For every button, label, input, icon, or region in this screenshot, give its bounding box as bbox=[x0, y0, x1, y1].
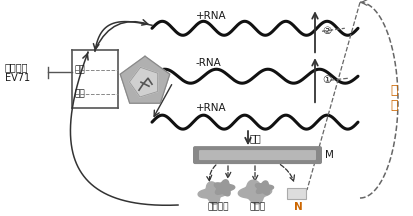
Text: EV71: EV71 bbox=[5, 73, 30, 83]
Text: 肠道病毒: 肠道病毒 bbox=[5, 62, 28, 72]
Text: ②: ② bbox=[321, 26, 330, 36]
Text: 翻译: 翻译 bbox=[249, 133, 261, 143]
Text: +RNA: +RNA bbox=[195, 11, 226, 21]
Text: ①: ① bbox=[321, 75, 330, 85]
Text: 催: 催 bbox=[389, 84, 397, 97]
Text: N: N bbox=[293, 202, 301, 212]
Polygon shape bbox=[129, 67, 157, 97]
Polygon shape bbox=[214, 180, 234, 196]
Text: 衣壳: 衣壳 bbox=[75, 90, 85, 99]
Text: -RNA: -RNA bbox=[195, 58, 221, 68]
Polygon shape bbox=[238, 180, 271, 204]
Text: +RNA: +RNA bbox=[195, 103, 226, 113]
Text: 蛋白酶: 蛋白酶 bbox=[249, 203, 266, 211]
Text: M: M bbox=[324, 150, 333, 160]
FancyBboxPatch shape bbox=[192, 146, 321, 164]
Polygon shape bbox=[120, 56, 169, 103]
FancyBboxPatch shape bbox=[287, 187, 306, 199]
Polygon shape bbox=[198, 182, 227, 204]
Polygon shape bbox=[255, 181, 273, 195]
FancyBboxPatch shape bbox=[199, 150, 315, 160]
Text: 衣壳蛋白: 衣壳蛋白 bbox=[207, 203, 228, 211]
Text: 化: 化 bbox=[389, 99, 397, 112]
Text: 核酸: 核酸 bbox=[75, 66, 85, 75]
